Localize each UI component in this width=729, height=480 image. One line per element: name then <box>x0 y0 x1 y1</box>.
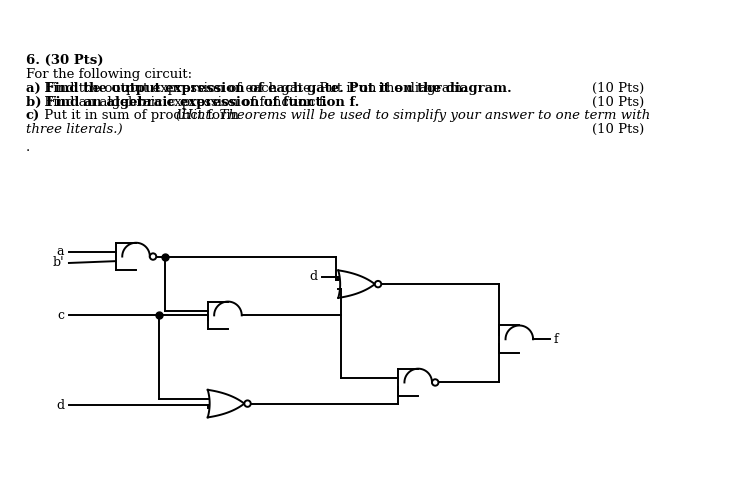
Text: three literals.): three literals.) <box>26 123 122 136</box>
Circle shape <box>244 400 251 407</box>
Text: c): c) <box>26 109 40 122</box>
Text: 6. (30 Pts): 6. (30 Pts) <box>26 54 104 67</box>
Text: a: a <box>57 245 64 258</box>
Text: (Hint: Theorems will be used to simplify your answer to one term with: (Hint: Theorems will be used to simplify… <box>176 109 651 122</box>
Text: Find an algebraic expression of function f.: Find an algebraic expression of function… <box>40 96 328 108</box>
Text: b': b' <box>52 256 64 269</box>
Text: b) Find an algebraic expression of function f.: b) Find an algebraic expression of funct… <box>26 96 359 108</box>
Text: d: d <box>309 270 317 283</box>
Text: (10 Pts): (10 Pts) <box>592 123 644 136</box>
Circle shape <box>375 281 381 288</box>
Text: Put it in sum of product form: Put it in sum of product form <box>40 109 243 122</box>
Text: For the following circuit:: For the following circuit: <box>26 68 192 81</box>
Text: (10 Pts): (10 Pts) <box>592 82 644 95</box>
Circle shape <box>432 379 438 386</box>
Text: Find the output expression of each gate. Put it on the diagram.: Find the output expression of each gate.… <box>40 82 467 95</box>
Text: d: d <box>56 399 64 412</box>
Text: (10 Pts): (10 Pts) <box>592 96 644 108</box>
Text: .: . <box>26 141 30 154</box>
Text: c: c <box>58 309 64 322</box>
Text: a) Find the output expression of each gate. Put it on the diagram.: a) Find the output expression of each ga… <box>26 82 512 95</box>
Text: f: f <box>553 333 558 346</box>
Circle shape <box>150 253 156 260</box>
